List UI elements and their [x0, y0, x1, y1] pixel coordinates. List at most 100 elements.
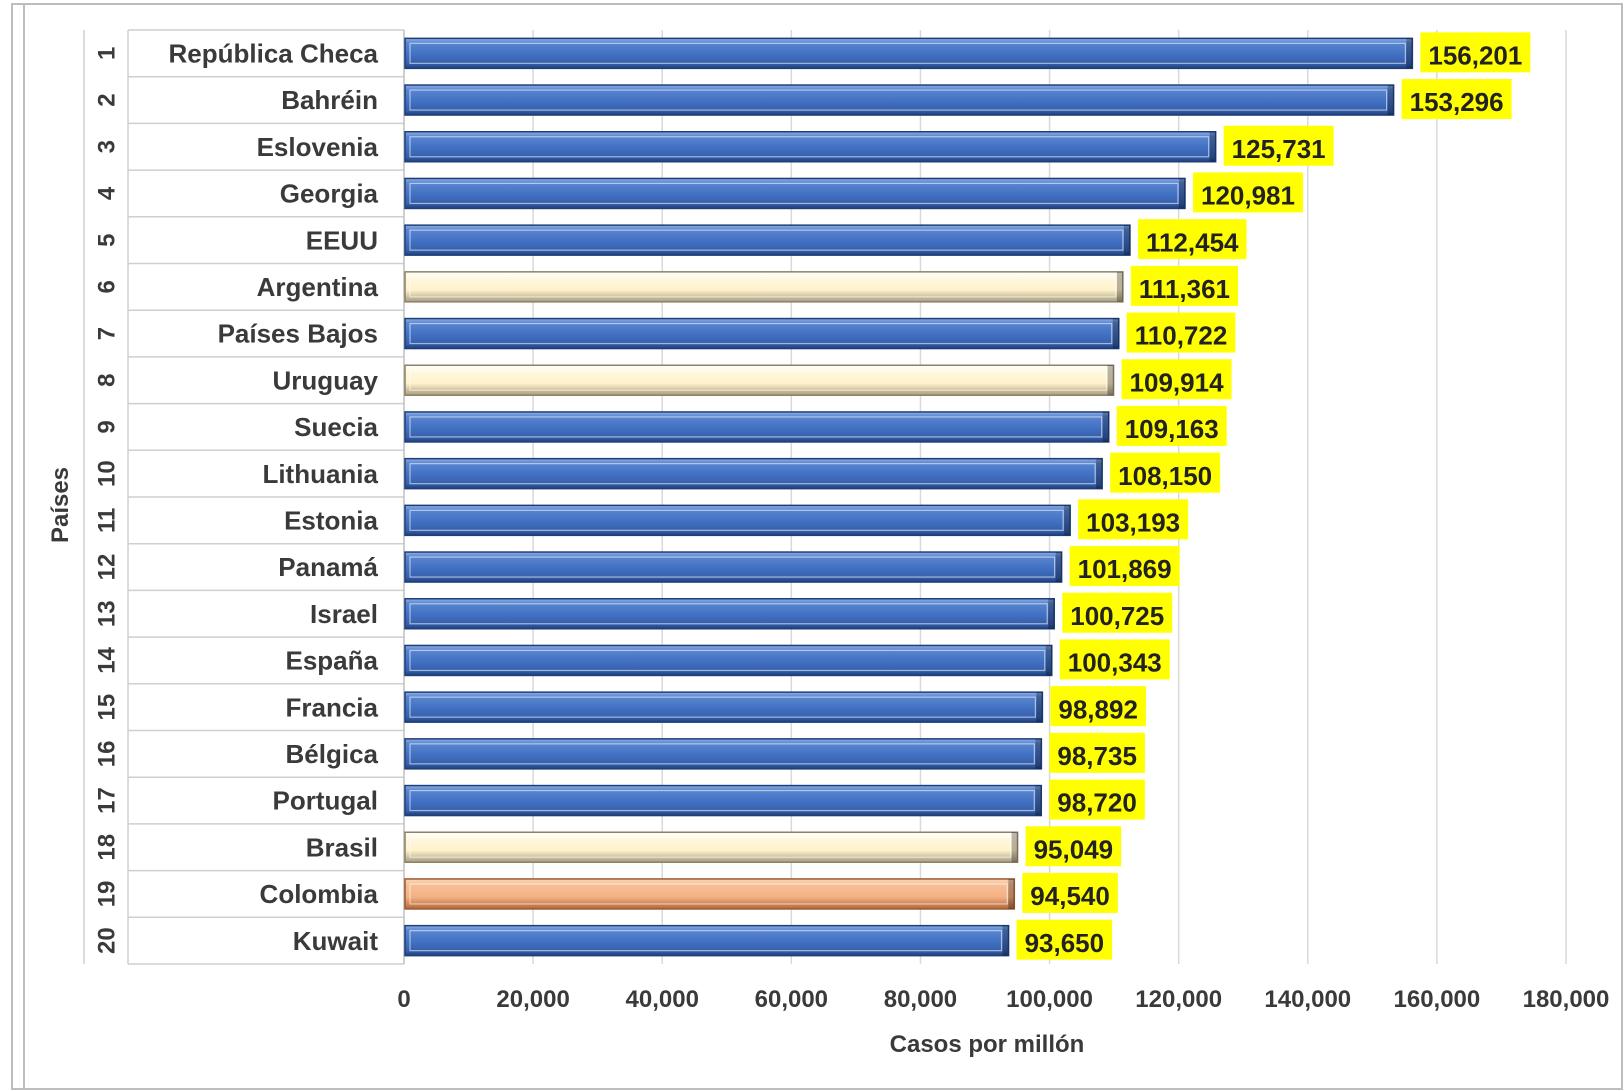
- data-label-background: [1016, 919, 1113, 960]
- data-label-background: [1223, 125, 1334, 166]
- bar: [404, 738, 1043, 770]
- data-label-text: 125,731: [1232, 134, 1326, 164]
- x-tick-label: 0: [397, 986, 410, 1013]
- data-label: 98,720: [1049, 779, 1145, 820]
- x-tick-label: 40,000: [626, 986, 699, 1013]
- data-label-background: [1069, 546, 1180, 587]
- data-label-background: [1126, 312, 1236, 353]
- data-label-text: 98,720: [1057, 788, 1137, 818]
- data-label-background: [1192, 172, 1303, 213]
- data-label: 120,981: [1192, 172, 1303, 213]
- x-tick-label: 120,000: [1135, 986, 1222, 1013]
- bar-end-shade: [1008, 878, 1015, 909]
- data-label-background: [1062, 592, 1173, 633]
- bar: [404, 224, 1131, 256]
- bar: [404, 271, 1124, 303]
- data-label: 108,150: [1110, 452, 1221, 493]
- data-label-text: 100,343: [1068, 648, 1162, 678]
- bar-end-shade: [1064, 505, 1071, 536]
- data-label: 101,869: [1069, 546, 1180, 587]
- bar-end-shade: [1107, 365, 1114, 396]
- bar: [404, 551, 1063, 583]
- data-label: 98,735: [1049, 732, 1145, 773]
- data-label-text: 98,735: [1057, 741, 1137, 771]
- data-labels: 156,201 153,296 125,731 120,981 112,454 111,3…: [1016, 32, 1531, 960]
- bar: [404, 37, 1414, 70]
- bar-end-shade: [1045, 645, 1052, 676]
- bar: [404, 177, 1186, 210]
- country-label: Panamá: [278, 552, 378, 582]
- data-label-text: 110,722: [1135, 321, 1228, 351]
- bar-bevel: [409, 836, 1012, 858]
- data-label-text: 153,296: [1410, 87, 1504, 117]
- country-label: Argentina: [257, 272, 379, 302]
- bar-bevel: [409, 463, 1096, 485]
- data-label-text: 120,981: [1201, 181, 1295, 211]
- rank-label: 14: [93, 646, 120, 673]
- rank-label: 16: [93, 740, 120, 767]
- bar: [404, 924, 1010, 957]
- data-label-text: 103,193: [1086, 507, 1180, 537]
- bar-end-shade: [1112, 318, 1119, 349]
- bar-end-shade: [1123, 225, 1130, 256]
- x-axis-title: Casos por millón: [890, 1031, 1085, 1058]
- bar-end-shade: [1209, 131, 1216, 162]
- rank-label: 20: [93, 927, 120, 954]
- bar-end-shade: [1406, 38, 1413, 69]
- rank-label: 13: [93, 600, 120, 627]
- rank-label: 15: [93, 694, 120, 721]
- country-label: Portugal: [273, 786, 378, 816]
- data-label-text: 94,540: [1030, 881, 1110, 911]
- bar-bevel: [409, 322, 1113, 345]
- bar-bevel: [409, 229, 1124, 251]
- bar: [404, 84, 1395, 116]
- bar: [404, 878, 1016, 910]
- bar-end-shade: [1048, 598, 1055, 629]
- x-tick-label: 180,000: [1523, 986, 1610, 1013]
- rank-label: 18: [93, 834, 120, 861]
- x-tick-label: 160,000: [1394, 986, 1481, 1013]
- data-label: 100,725: [1062, 592, 1173, 633]
- rank-label: 7: [93, 327, 120, 340]
- data-label: 109,914: [1121, 359, 1232, 400]
- data-label-text: 98,892: [1058, 694, 1138, 724]
- bar: [404, 317, 1120, 350]
- bar-bevel: [409, 89, 1388, 111]
- bar: [404, 364, 1115, 396]
- rank-label: 1: [93, 47, 120, 60]
- data-label-text: 95,049: [1034, 834, 1114, 864]
- data-label: 111,361: [1130, 265, 1239, 306]
- country-label: Estonia: [284, 505, 378, 535]
- bar-end-shade: [1011, 832, 1018, 863]
- bar-bevel: [409, 883, 1008, 905]
- data-label: 110,722: [1126, 312, 1236, 353]
- x-tick-label: 80,000: [884, 986, 957, 1013]
- bar: [404, 598, 1055, 630]
- bar: [404, 411, 1110, 443]
- country-label: Kuwait: [293, 926, 379, 956]
- data-label-background: [1110, 452, 1221, 493]
- country-label: Suecia: [294, 412, 378, 442]
- data-label: 156,201: [1420, 32, 1531, 73]
- data-label-text: 109,163: [1125, 414, 1219, 444]
- data-label: 112,454: [1137, 219, 1247, 260]
- bar-bevel: [409, 743, 1035, 765]
- bar: [404, 691, 1044, 723]
- bar-end-shade: [1102, 411, 1109, 442]
- data-label: 125,731: [1223, 125, 1334, 166]
- rank-label: 4: [93, 186, 120, 200]
- bar-bevel: [409, 369, 1108, 391]
- bar-bevel: [409, 556, 1056, 578]
- bar-end-shade: [1178, 178, 1185, 209]
- bars: [404, 37, 1414, 957]
- bar-bevel: [409, 182, 1179, 205]
- bar-end-shade: [1387, 85, 1394, 116]
- data-label-text: 93,650: [1025, 928, 1105, 958]
- data-label-text: 109,914: [1130, 367, 1225, 397]
- data-label: 98,892: [1050, 686, 1146, 727]
- data-label-background: [1116, 405, 1227, 446]
- x-tick-label: 140,000: [1264, 986, 1351, 1013]
- data-label: 94,540: [1022, 872, 1118, 913]
- bar-bevel: [409, 603, 1048, 625]
